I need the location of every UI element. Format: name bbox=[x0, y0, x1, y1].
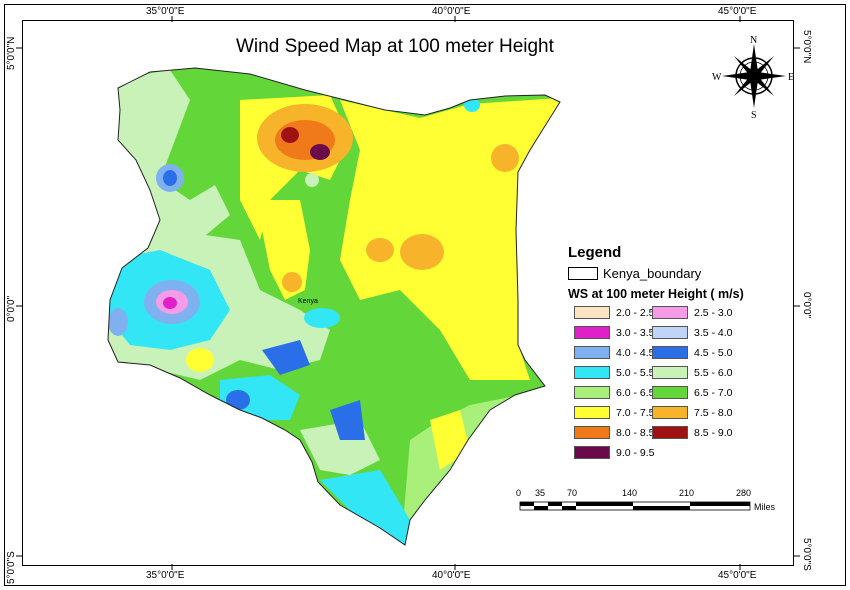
kenya-label: Kenya bbox=[298, 298, 318, 305]
compass-e: E bbox=[788, 72, 794, 83]
legend-swatch bbox=[652, 306, 688, 319]
scale-tick-label: 210 bbox=[679, 488, 694, 498]
top-longitude-label: 45°0'0"E bbox=[718, 6, 757, 17]
legend-item: 2.0 - 2.5 bbox=[574, 306, 655, 319]
legend-label: 6.5 - 7.0 bbox=[694, 386, 733, 399]
scale-tick-label: 140 bbox=[622, 488, 637, 498]
legend-item: 4.0 - 4.5 bbox=[574, 346, 655, 359]
legend-item: 5.5 - 6.0 bbox=[652, 366, 733, 379]
compass-n: N bbox=[750, 35, 757, 46]
zone-4.5-5.0 bbox=[163, 170, 177, 186]
legend-item: 2.5 - 3.0 bbox=[652, 306, 733, 319]
compass-w: W bbox=[712, 72, 722, 83]
bottom-longitude-label: 45°0'0"E bbox=[718, 570, 757, 581]
legend-swatch bbox=[574, 326, 610, 339]
zone-8.5-9.0 bbox=[281, 127, 299, 143]
legend-swatch bbox=[574, 306, 610, 319]
boundary-swatch bbox=[568, 267, 598, 280]
legend-label: 9.0 - 9.5 bbox=[616, 446, 655, 459]
legend-label: 4.0 - 4.5 bbox=[616, 346, 655, 359]
scale-tick-label: 35 bbox=[535, 488, 545, 498]
legend-swatch bbox=[574, 386, 610, 399]
legend-label: 5.5 - 6.0 bbox=[694, 366, 733, 379]
legend-item: 6.5 - 7.0 bbox=[652, 386, 733, 399]
compass-s: S bbox=[751, 110, 757, 118]
legend-label: 8.0 - 8.5 bbox=[616, 426, 655, 439]
legend-label: 2.5 - 3.0 bbox=[694, 306, 733, 319]
legend-swatch bbox=[652, 326, 688, 339]
legend-item: 4.5 - 5.0 bbox=[652, 346, 733, 359]
zone-3.0-3.5 bbox=[163, 297, 177, 309]
zone-9.0-9.5 bbox=[310, 144, 330, 160]
kenya-boundary bbox=[107, 67, 561, 546]
legend-item: 9.0 - 9.5 bbox=[574, 446, 655, 459]
legend-item: 7.5 - 8.0 bbox=[652, 406, 733, 419]
legend-label: 7.0 - 7.5 bbox=[616, 406, 655, 419]
legend-label: 4.5 - 5.0 bbox=[694, 346, 733, 359]
legend-swatch bbox=[652, 346, 688, 359]
legend-item: 7.0 - 7.5 bbox=[574, 406, 655, 419]
legend-item: 5.0 - 5.5 bbox=[574, 366, 655, 379]
bottom-longitude-label: 35°0'0"E bbox=[146, 570, 185, 581]
legend-swatch bbox=[574, 346, 610, 359]
legend-item: 3.0 - 3.5 bbox=[574, 326, 655, 339]
legend-swatch bbox=[652, 366, 688, 379]
legend-item: 8.5 - 9.0 bbox=[652, 426, 733, 439]
bottom-longitude-label: 40°0'0"E bbox=[432, 570, 471, 581]
boundary-label: Kenya_boundary bbox=[603, 266, 702, 281]
map-title: Wind Speed Map at 100 meter Height bbox=[236, 36, 554, 57]
wind-zones bbox=[108, 68, 560, 545]
legend-swatch bbox=[652, 426, 688, 439]
scale-unit: Miles bbox=[754, 502, 776, 512]
legend-swatch bbox=[574, 446, 610, 459]
scale-tick-label: 0 bbox=[516, 488, 521, 498]
legend-item: 6.0 - 6.5 bbox=[574, 386, 655, 399]
top-longitude-label: 35°0'0"E bbox=[146, 6, 185, 17]
legend-label: 2.0 - 2.5 bbox=[616, 306, 655, 319]
legend-label: 6.0 - 6.5 bbox=[616, 386, 655, 399]
legend-label: 8.5 - 9.0 bbox=[694, 426, 733, 439]
legend-swatch bbox=[652, 406, 688, 419]
legend-label: 5.0 - 5.5 bbox=[616, 366, 655, 379]
legend-title: Legend bbox=[568, 244, 622, 261]
legend-swatch bbox=[652, 386, 688, 399]
legend-swatch bbox=[574, 406, 610, 419]
top-longitude-label: 40°0'0"E bbox=[432, 6, 471, 17]
compass-rose-icon: N S W E bbox=[712, 35, 794, 118]
scale-tick-label: 280 bbox=[736, 488, 751, 498]
legend-boundary-entry: Kenya_boundary bbox=[568, 266, 701, 281]
legend-label: 3.0 - 3.5 bbox=[616, 326, 655, 339]
legend-item: 8.0 - 8.5 bbox=[574, 426, 655, 439]
legend-label: 7.5 - 8.0 bbox=[694, 406, 733, 419]
legend-item: 3.5 - 4.0 bbox=[652, 326, 733, 339]
legend-swatch bbox=[574, 426, 610, 439]
scale-bar: 0 35 70 140 210 280 Miles bbox=[516, 488, 776, 512]
legend-swatch bbox=[574, 366, 610, 379]
legend-subtitle: WS at 100 meter Height ( m/s) bbox=[568, 287, 744, 301]
map-outer-frame bbox=[4, 4, 846, 586]
legend-label: 3.5 - 4.0 bbox=[694, 326, 733, 339]
scale-tick-label: 70 bbox=[567, 488, 577, 498]
